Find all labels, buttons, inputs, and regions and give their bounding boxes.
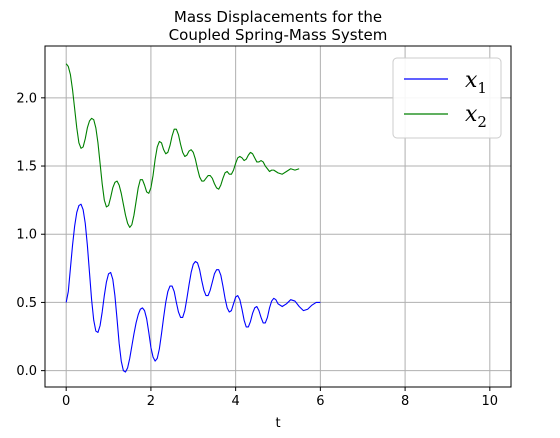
series-layer <box>65 63 321 373</box>
y-tick-label: 1.5 <box>16 160 37 175</box>
y-tick-label: 1.0 <box>16 228 37 243</box>
x-tick-label: 4 <box>231 394 239 409</box>
plot-frame <box>44 45 512 388</box>
x-tick-label: 8 <box>401 394 409 409</box>
x-tick-label: 0 <box>62 394 70 409</box>
series-line-x2 <box>65 63 300 228</box>
x-tick-label: 2 <box>147 394 155 409</box>
legend-label-x1-name: x <box>465 68 478 93</box>
y-tick-label: 0.0 <box>16 364 37 379</box>
x-axis-label: t <box>275 416 280 431</box>
y-tick-label: 0.5 <box>16 296 37 311</box>
chart-title-line-1: Mass Displacements for the <box>174 8 382 26</box>
axis-ticks: 0 2 4 6 8 10 0.0 0.5 1.0 1.5 2.0 <box>16 91 498 409</box>
legend-label-x1: x1 <box>465 68 487 97</box>
legend-label-x1-sub: 1 <box>477 79 487 97</box>
legend-label-x2-sub: 2 <box>477 113 487 131</box>
x-tick-label: 10 <box>482 394 499 409</box>
x-tick-label: 6 <box>316 394 324 409</box>
legend-box <box>392 57 502 139</box>
legend: x1 x2 <box>392 57 502 139</box>
legend-label-x2-name: x <box>465 102 478 127</box>
chart-title-line-2: Coupled Spring-Mass System <box>169 26 388 44</box>
series-line-x1 <box>65 203 321 373</box>
legend-label-x2: x2 <box>465 102 487 131</box>
y-tick-label: 2.0 <box>16 91 37 106</box>
